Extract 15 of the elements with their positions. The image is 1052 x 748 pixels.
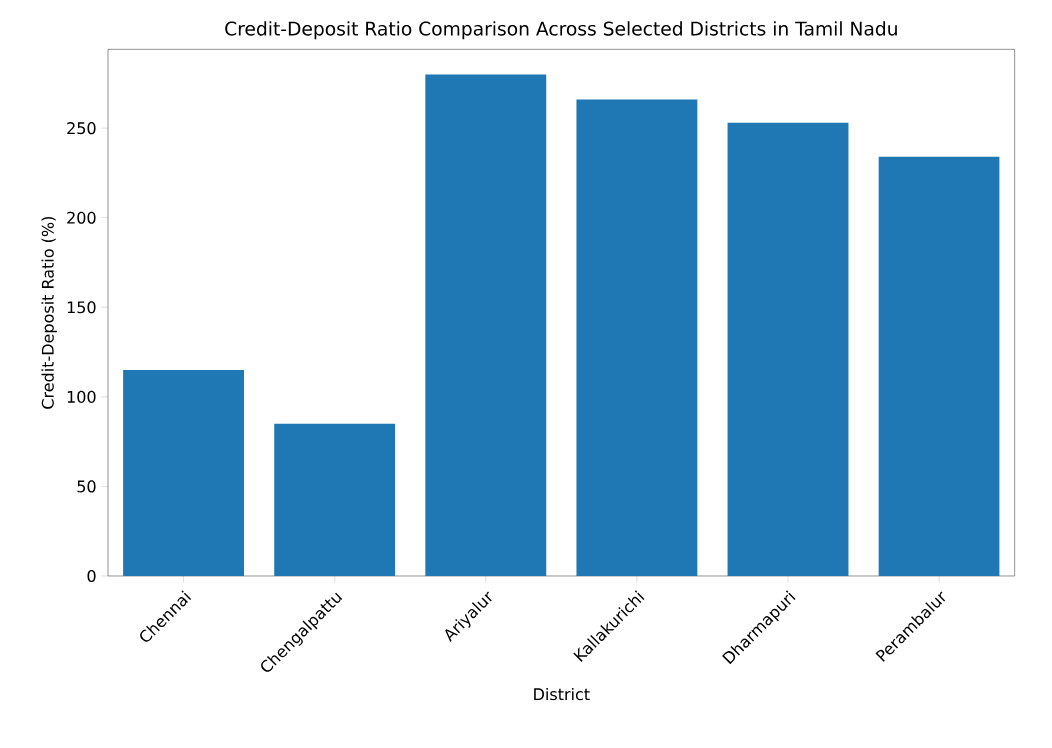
y-tick-label: 150 [67, 301, 96, 314]
bar [123, 369, 245, 576]
bar [425, 74, 547, 576]
bar [576, 99, 698, 576]
bar [727, 122, 849, 576]
y-tick-label: 50 [77, 480, 96, 493]
bar [878, 156, 1000, 576]
bar [274, 423, 396, 576]
y-axis-title: Credit-Deposit Ratio (%) [41, 217, 57, 409]
y-tick-label: 100 [67, 390, 96, 403]
y-tick-label: 250 [67, 122, 96, 135]
chart-title: Credit-Deposit Ratio Comparison Across Selected Districts in Tamil Nadu [225, 21, 897, 40]
y-tick-label: 200 [67, 211, 96, 224]
y-tick-label: 0 [87, 569, 96, 583]
x-axis-title: District [534, 687, 590, 701]
